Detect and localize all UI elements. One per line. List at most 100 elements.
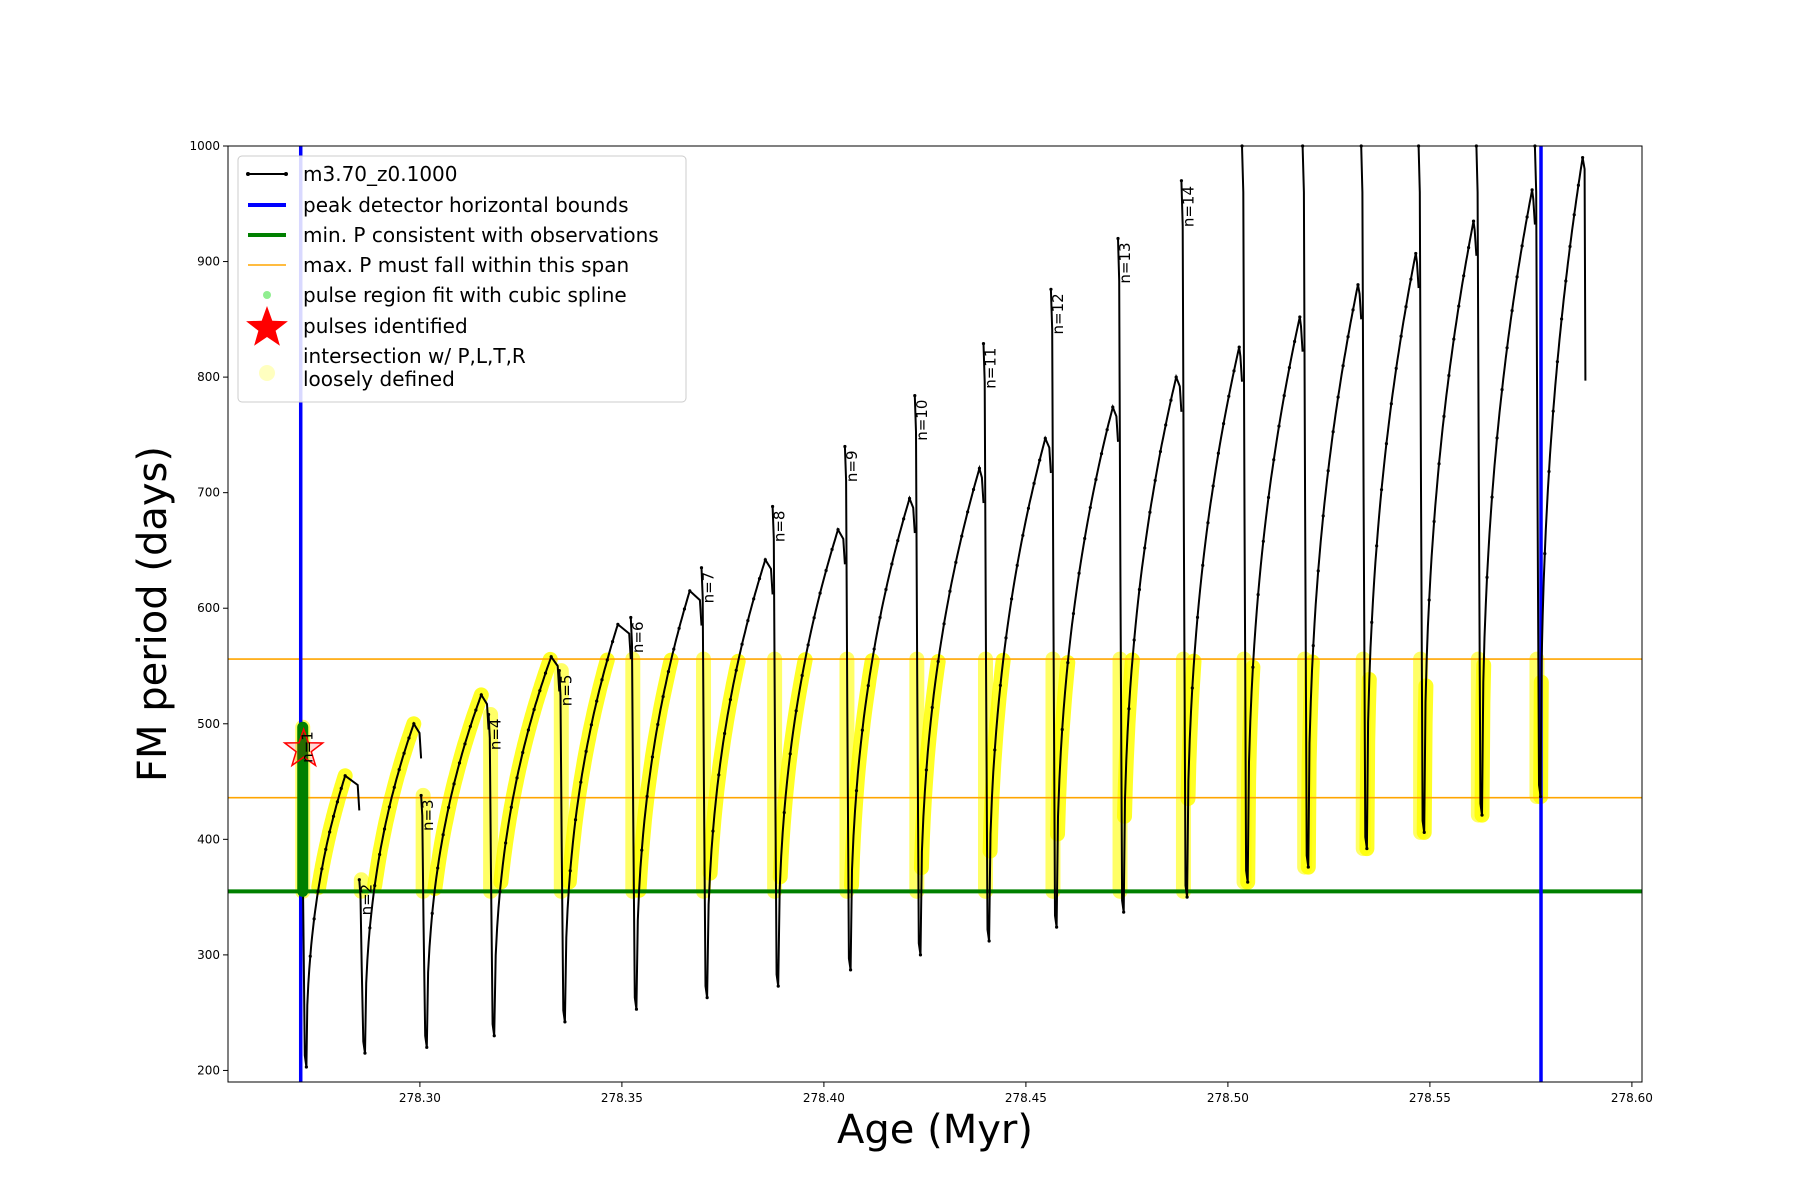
model-series-point bbox=[728, 697, 733, 702]
model-series-point bbox=[1256, 593, 1260, 597]
legend-label: max. P must fall within this span bbox=[303, 253, 629, 277]
model-series-point bbox=[1153, 478, 1157, 483]
model-series-point bbox=[782, 810, 786, 815]
model-series-segment bbox=[771, 506, 846, 987]
model-series-point bbox=[515, 776, 519, 780]
model-series-point bbox=[734, 668, 738, 672]
model-series-point bbox=[987, 939, 991, 943]
model-series-point bbox=[936, 659, 940, 664]
model-series-point bbox=[1351, 308, 1355, 312]
model-series-point bbox=[474, 708, 478, 712]
model-series-point bbox=[1490, 495, 1494, 499]
model-series-point bbox=[425, 1045, 429, 1049]
model-series-point bbox=[1266, 495, 1271, 500]
x-tick-label: 278.50 bbox=[1207, 1091, 1249, 1105]
model-series-point bbox=[521, 750, 525, 755]
x-axis-label: Age (Myr) bbox=[837, 1107, 1033, 1153]
model-series-point bbox=[1409, 277, 1413, 281]
model-series-segment bbox=[700, 557, 774, 998]
model-series-point bbox=[1066, 661, 1070, 665]
y-tick-label: 800 bbox=[197, 370, 220, 384]
pulse-identified-star bbox=[282, 726, 325, 768]
pulse-label: n=11 bbox=[981, 348, 999, 389]
model-series-segment bbox=[629, 589, 703, 1010]
model-series-point bbox=[1111, 405, 1115, 409]
model-series-point bbox=[368, 926, 372, 930]
model-series-point bbox=[1452, 337, 1456, 341]
model-series-point bbox=[1530, 188, 1534, 192]
model-series-point bbox=[1227, 394, 1231, 398]
model-series-point bbox=[1143, 546, 1147, 550]
x-tick-label: 278.35 bbox=[601, 1091, 643, 1105]
model-series-segment bbox=[487, 654, 561, 1036]
model-series-point bbox=[1246, 880, 1250, 884]
model-series-point bbox=[1306, 865, 1310, 869]
pulse-label: n=14 bbox=[1179, 186, 1197, 227]
intersection-highlight bbox=[772, 652, 813, 885]
model-series-point bbox=[430, 911, 434, 915]
pulse-label: n=7 bbox=[699, 572, 717, 604]
model-series-point bbox=[717, 773, 721, 777]
model-series-point bbox=[1547, 469, 1551, 474]
model-series-point bbox=[1379, 488, 1384, 492]
model-series-point bbox=[1015, 563, 1019, 567]
model-series-point bbox=[812, 616, 816, 620]
model-series-point bbox=[1399, 334, 1403, 338]
model-series-point bbox=[1495, 436, 1499, 440]
model-series-point bbox=[699, 566, 704, 570]
model-series-point bbox=[557, 669, 561, 673]
model-series-point bbox=[463, 742, 467, 746]
model-series-point bbox=[343, 774, 347, 778]
model-series-point bbox=[1581, 155, 1585, 160]
model-series-point bbox=[705, 996, 709, 1000]
model-series-point bbox=[568, 869, 572, 873]
model-series-point bbox=[1551, 409, 1555, 413]
model-series-point bbox=[1576, 183, 1581, 187]
model-series-point bbox=[672, 647, 676, 651]
model-series-point bbox=[1471, 219, 1476, 223]
model-series-point bbox=[1389, 402, 1393, 406]
model-series-point bbox=[848, 968, 853, 972]
model-series-point bbox=[981, 342, 986, 346]
model-series-segment bbox=[358, 721, 423, 1054]
model-series-point bbox=[1287, 365, 1291, 370]
model-series-segment bbox=[1241, 145, 1304, 883]
model-series-point bbox=[1004, 636, 1008, 640]
model-series-segment bbox=[1475, 145, 1536, 816]
pulse-label: n=12 bbox=[1049, 293, 1067, 334]
x-tick-label: 278.30 bbox=[399, 1091, 441, 1105]
model-series-point bbox=[1538, 794, 1543, 799]
model-series-segment bbox=[1117, 238, 1183, 913]
model-series-point bbox=[884, 587, 888, 592]
y-axis-label: FM period (days) bbox=[130, 446, 176, 782]
model-series-point bbox=[1195, 615, 1200, 619]
model-series-point bbox=[1206, 521, 1210, 525]
model-series-point bbox=[1572, 213, 1576, 217]
model-series-point bbox=[1555, 360, 1560, 364]
legend-handle-point bbox=[284, 172, 288, 176]
model-series-point bbox=[1311, 644, 1315, 648]
model-series-point bbox=[616, 622, 620, 627]
model-series-segment bbox=[1360, 145, 1420, 849]
model-series-segment bbox=[558, 622, 632, 1023]
model-series-point bbox=[650, 755, 655, 759]
axes-layer: 278.30 278.35 278.40 278.45 278.50 278.55 278.… bbox=[189, 139, 1652, 1105]
model-series-point bbox=[830, 547, 834, 552]
model-series-point bbox=[1365, 846, 1369, 851]
model-series-point bbox=[1232, 369, 1236, 373]
model-series-point bbox=[1525, 215, 1529, 219]
model-series-point bbox=[486, 712, 491, 717]
model-series-point bbox=[1298, 315, 1302, 319]
model-series-point bbox=[468, 724, 472, 729]
model-series-point bbox=[977, 466, 982, 470]
model-series-segment bbox=[913, 395, 985, 956]
model-series-point bbox=[924, 768, 928, 772]
model-series-point bbox=[836, 528, 840, 532]
model-series-point bbox=[645, 794, 649, 799]
model-series-point bbox=[1127, 707, 1131, 711]
model-series-point bbox=[966, 510, 970, 514]
pulse-label: n=1 bbox=[299, 731, 317, 763]
model-series-point bbox=[907, 496, 912, 501]
model-series-point bbox=[1341, 364, 1345, 368]
intersection-highlight bbox=[631, 652, 679, 898]
